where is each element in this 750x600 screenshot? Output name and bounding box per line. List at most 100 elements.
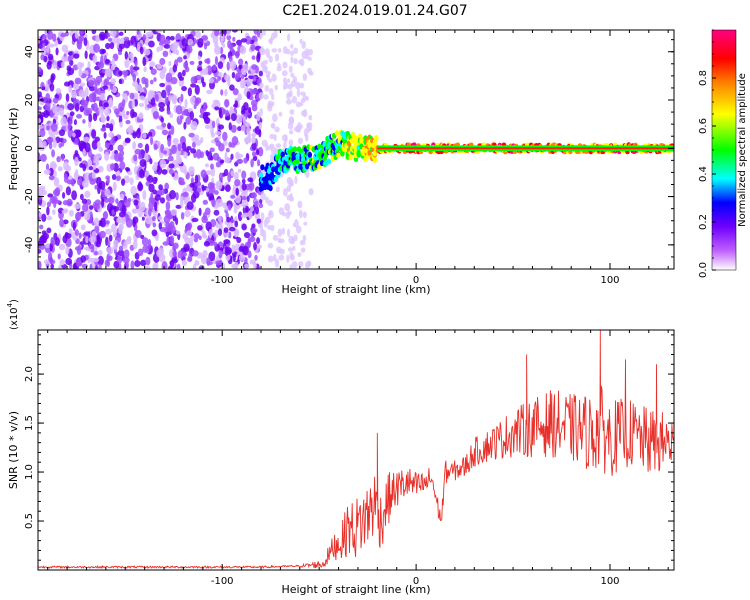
heatmap-cell xyxy=(291,261,298,269)
heatmap-cell xyxy=(144,170,150,177)
heatmap-cell xyxy=(83,210,91,221)
heatmap-cell xyxy=(234,220,239,228)
heatmap-cell xyxy=(100,72,105,78)
heatmap-cell xyxy=(263,219,268,228)
heatmap-cell xyxy=(145,215,152,225)
heatmap-cell xyxy=(149,79,154,85)
heatmap-cell xyxy=(57,166,63,172)
heatmap-cell xyxy=(108,196,115,204)
heatmap-cell xyxy=(100,127,107,132)
heatmap-cell xyxy=(74,203,81,210)
heatmap-cell xyxy=(234,100,239,108)
heatmap-cell xyxy=(182,69,186,77)
heatmap-cell xyxy=(158,222,162,230)
heatmap-cell xyxy=(231,136,239,146)
heatmap-cell xyxy=(112,181,117,192)
heatmap-cell xyxy=(216,156,222,162)
heatmap-cell xyxy=(290,43,294,49)
heatmap-cell xyxy=(167,86,171,97)
heatmap-cell xyxy=(259,223,264,232)
heatmap-cell xyxy=(296,88,301,98)
heatmap-cell xyxy=(143,48,151,56)
y-tick-label: 2.0 xyxy=(24,366,35,382)
heatmap-cell xyxy=(251,132,257,138)
heatmap-cell xyxy=(177,157,183,165)
heatmap-cell xyxy=(116,217,121,223)
heatmap-cell xyxy=(239,45,247,55)
heatmap-cell xyxy=(288,65,293,73)
heatmap-cell xyxy=(285,48,291,55)
heatmap-cell xyxy=(168,223,173,231)
heatmap-cell xyxy=(55,88,62,94)
heatmap-cell xyxy=(163,215,171,224)
heatmap-cell xyxy=(99,230,106,239)
heatmap-cell xyxy=(272,254,277,262)
heatmap-cell xyxy=(98,31,106,41)
heatmap-cell xyxy=(175,230,181,235)
heatmap-cell xyxy=(230,194,236,199)
heatmap-cell xyxy=(230,219,235,224)
heatmap-cell xyxy=(225,246,232,255)
heatmap-cell xyxy=(38,106,42,111)
heatmap-cell xyxy=(234,194,242,204)
heatmap-cell xyxy=(39,128,46,138)
heatmap-cell xyxy=(159,197,166,204)
heatmap-cell xyxy=(237,93,242,101)
heatmap-cell xyxy=(98,147,104,153)
heatmap-cell xyxy=(163,39,171,45)
heatmap-cell xyxy=(46,125,50,131)
y-tick-label: -20 xyxy=(24,188,35,204)
heatmap-cell xyxy=(110,78,116,85)
heatmap-cell xyxy=(348,154,353,161)
heatmap-cell xyxy=(215,260,223,266)
heatmap-cell xyxy=(64,165,72,172)
heatmap-cell xyxy=(266,53,271,59)
heatmap-cell xyxy=(161,169,168,175)
heatmap-cell xyxy=(235,50,240,59)
heatmap-cell xyxy=(45,163,50,171)
heatmap-cell xyxy=(161,261,168,269)
heatmap-cell xyxy=(72,132,76,138)
heatmap-cell xyxy=(69,111,75,117)
heatmap-cell xyxy=(123,249,130,259)
heatmap-cell xyxy=(156,63,163,70)
heatmap-cell xyxy=(286,176,293,185)
heatmap-cell xyxy=(82,148,86,157)
heatmap-cell xyxy=(39,224,44,230)
heatmap-cell xyxy=(214,30,220,37)
heatmap-cell xyxy=(132,141,137,150)
heatmap-cell xyxy=(74,229,79,236)
heatmap-cell xyxy=(76,245,82,255)
heatmap-cell xyxy=(258,70,263,77)
heatmap-cell xyxy=(222,202,227,209)
heatmap-cell xyxy=(244,263,250,269)
heatmap-cell xyxy=(227,204,232,210)
heatmap-cell xyxy=(224,74,231,82)
heatmap-cell xyxy=(302,94,307,101)
heatmap-cell xyxy=(287,83,293,90)
heatmap-cell xyxy=(92,164,97,170)
heatmap-cell xyxy=(242,116,247,126)
heatmap-cell xyxy=(149,61,156,68)
heatmap-cell xyxy=(205,170,212,176)
heatmap-cell xyxy=(172,64,178,73)
heatmap-cell xyxy=(95,241,102,248)
heatmap-cell xyxy=(132,208,137,214)
heatmap-cell xyxy=(235,114,243,124)
x-tick-label: 100 xyxy=(600,576,619,587)
heatmap-cell xyxy=(190,148,197,154)
heatmap-cell xyxy=(97,255,104,266)
heatmap-cell xyxy=(223,108,227,115)
heatmap-cell xyxy=(202,199,209,205)
heatmap-cell xyxy=(88,243,95,250)
heatmap-cell xyxy=(121,204,127,214)
heatmap-cell xyxy=(52,118,57,125)
heatmap-cell xyxy=(233,206,238,214)
heatmap-cell xyxy=(164,209,170,215)
colorbar-tick-label: 0.8 xyxy=(698,70,709,86)
heatmap-cell xyxy=(191,217,199,223)
y-tick-label: -40 xyxy=(24,237,35,253)
heatmap-cell xyxy=(193,237,199,243)
heatmap-cell xyxy=(286,92,291,100)
heatmap-cell xyxy=(356,149,361,156)
